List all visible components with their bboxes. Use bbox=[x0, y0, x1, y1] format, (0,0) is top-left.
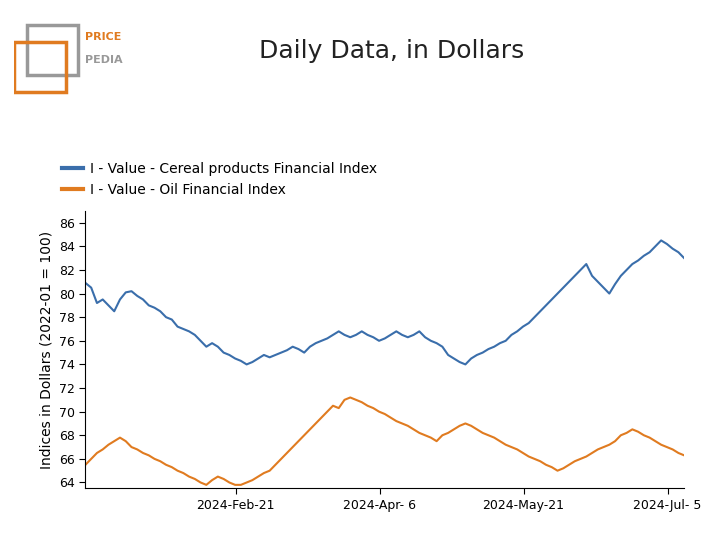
Legend: I - Value - Cereal products Financial Index, I - Value - Oil Financial Index: I - Value - Cereal products Financial In… bbox=[57, 157, 383, 203]
Y-axis label: Indices in Dollars (2022-01 = 100): Indices in Dollars (2022-01 = 100) bbox=[39, 230, 53, 469]
Text: PRICE: PRICE bbox=[85, 32, 121, 43]
Text: PEDIA: PEDIA bbox=[85, 55, 122, 65]
Text: Daily Data, in Dollars: Daily Data, in Dollars bbox=[259, 39, 524, 63]
